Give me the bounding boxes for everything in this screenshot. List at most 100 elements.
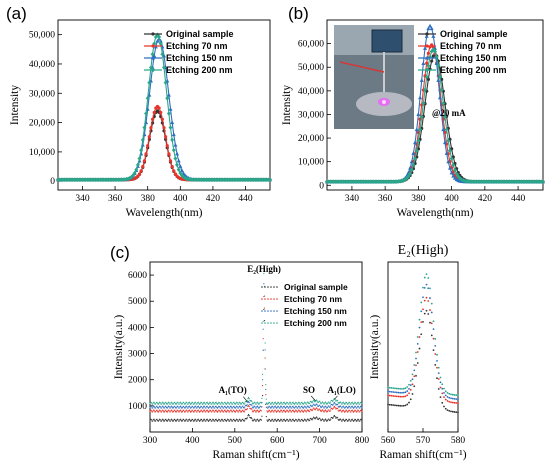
inset-series-point (429, 309, 431, 311)
panel-c-series-point (155, 420, 157, 422)
panel-c-series-point (158, 419, 160, 421)
panel-c-series-point (155, 403, 157, 405)
panel-c-series-point (304, 405, 306, 408)
panel-c-series-point (347, 419, 350, 421)
panel-c-series-point (216, 419, 218, 422)
panel-c-series-point (292, 409, 294, 411)
panel-c-series-point (153, 418, 155, 420)
panel-c-series-point (333, 401, 336, 404)
panel-c-legend-swatch (261, 322, 263, 324)
panel-c-series-point (185, 419, 187, 421)
panel-c-series-point (247, 398, 249, 400)
panel-c-series-point (316, 400, 318, 402)
inset-series-point (395, 404, 398, 407)
panel-c-series-point (256, 418, 259, 420)
inset-x-tick-label: 560 (381, 436, 396, 446)
panel-c-series-point (298, 409, 300, 411)
panel-c-series-point (221, 405, 223, 407)
panel-c-series-point (356, 406, 358, 408)
panel-c-series-point (309, 410, 311, 412)
panel-a-series-point (170, 120, 175, 125)
panel-c-series-point (267, 410, 269, 413)
panel-c-series-point (227, 405, 229, 408)
panel-c-series-point (164, 407, 166, 409)
panel-c-series-point (195, 402, 197, 404)
panel-c-series-point (162, 410, 164, 412)
panel-c-series-point (178, 407, 180, 409)
panel-c-series-point (294, 419, 296, 422)
inset-series-point (404, 404, 407, 407)
panel-c-series-point (268, 401, 271, 404)
panel-c-series-point (244, 406, 246, 408)
panel-b-series-point (447, 165, 452, 170)
panel-c-series-point (263, 295, 266, 297)
inset-series-point (422, 296, 424, 299)
panel-b-legend-label: Original sample (440, 29, 508, 39)
panel-c-series-point (204, 410, 206, 412)
panel-c-series-point (169, 403, 171, 405)
panel-c-series-point (202, 410, 205, 412)
panel-c-series-point (195, 419, 197, 421)
panel-b-series-point (426, 77, 430, 81)
panel-c-series-point (311, 419, 313, 421)
panel-c-series-point (293, 419, 295, 422)
panel-c-series-point (230, 401, 232, 403)
panel-c-series-point (243, 420, 245, 422)
panel-c-series-point (316, 404, 318, 406)
panel-c-series-point (265, 416, 267, 418)
panel-c-series-point (189, 406, 191, 408)
inset-series-point (439, 396, 442, 399)
inset-series-point (402, 395, 405, 398)
panel-c-series-point (176, 419, 178, 421)
inset-series-point (401, 391, 403, 394)
panel-c-series-point (265, 403, 267, 405)
panel-c-series-point (316, 408, 318, 410)
figure-panel-c-label: (c) (110, 243, 130, 262)
panel-b-legend-marker (425, 32, 429, 36)
panel-c-series-point (251, 419, 253, 421)
panel-b-series-point (411, 151, 416, 155)
panel-c-series-point (248, 401, 250, 404)
panel-c-series-point (256, 405, 259, 407)
panel-c-series-point (260, 406, 262, 408)
panel-c-series-point (215, 409, 217, 411)
panel-c-series-point (328, 409, 330, 411)
panel-c-series-point (340, 405, 342, 408)
panel-c-series-point (345, 401, 348, 404)
panel-c-series-point (225, 420, 227, 422)
panel-c-series-point (317, 401, 320, 403)
panel-c-series-point (279, 403, 281, 405)
panel-c-series-point (270, 420, 272, 422)
panel-c-series-point (257, 419, 259, 421)
panel-c-series-point (266, 410, 268, 412)
panel-b-y-tick-label: 0 (319, 181, 324, 191)
panel-c-series-point (227, 402, 229, 404)
panel-c-series-point (356, 403, 358, 405)
inset-series-point (425, 283, 428, 286)
inset-series-point (413, 364, 416, 366)
inset-series-point (425, 309, 428, 312)
inset-series-point (397, 387, 400, 390)
panel-a-series-point (160, 52, 165, 57)
inset-series-point (441, 387, 444, 390)
panel-b-series-point (419, 78, 424, 82)
inset-series-point (387, 390, 389, 393)
panel-c-series-point (205, 403, 207, 405)
panel-c-series-point (273, 407, 275, 409)
panel-c-series-point (175, 420, 177, 422)
panel-c-legend-swatch (270, 286, 272, 288)
panel-c-series-point (354, 418, 357, 421)
panel-c-series-point (321, 419, 323, 421)
panel-c-series-point (174, 409, 176, 411)
inset-series-point (455, 411, 458, 414)
panel-c-series-point (337, 417, 339, 419)
panel-c-series-point (298, 406, 301, 408)
inset-series-point (434, 338, 437, 340)
panel-c-series-point (165, 405, 167, 407)
panel-c-y-tick-label: 4000 (128, 323, 147, 333)
panel-a-x-tick-label: 360 (108, 194, 123, 204)
panel-c-series-point (247, 413, 250, 416)
inset-series-point (406, 386, 409, 388)
panel-c-series-point (193, 407, 195, 409)
inset-series-point (397, 395, 400, 398)
